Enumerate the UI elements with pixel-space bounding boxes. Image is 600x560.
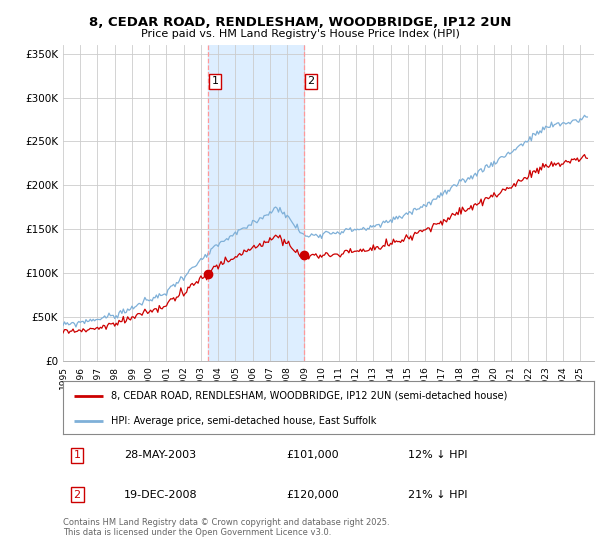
Bar [208,45,304,361]
Text: 12% ↓ HPI: 12% ↓ HPI [408,450,467,460]
Text: £120,000: £120,000 [286,489,339,500]
Text: HPI: Average price, semi-detached house, East Suffolk: HPI: Average price, semi-detached house,… [111,416,376,426]
Text: 1: 1 [211,77,218,86]
Text: 21% ↓ HPI: 21% ↓ HPI [408,489,467,500]
Text: 8, CEDAR ROAD, RENDLESHAM, WOODBRIDGE, IP12 2UN: 8, CEDAR ROAD, RENDLESHAM, WOODBRIDGE, I… [89,16,511,29]
Text: 19-DEC-2008: 19-DEC-2008 [124,489,197,500]
Text: Price paid vs. HM Land Registry's House Price Index (HPI): Price paid vs. HM Land Registry's House … [140,29,460,39]
Text: 1: 1 [74,450,80,460]
Text: Contains HM Land Registry data © Crown copyright and database right 2025.
This d: Contains HM Land Registry data © Crown c… [63,518,389,538]
Text: £101,000: £101,000 [286,450,338,460]
Text: 2: 2 [74,489,81,500]
Text: 8, CEDAR ROAD, RENDLESHAM, WOODBRIDGE, IP12 2UN (semi-detached house): 8, CEDAR ROAD, RENDLESHAM, WOODBRIDGE, I… [111,391,507,401]
Text: 2: 2 [307,77,314,86]
Text: 28-MAY-2003: 28-MAY-2003 [124,450,196,460]
